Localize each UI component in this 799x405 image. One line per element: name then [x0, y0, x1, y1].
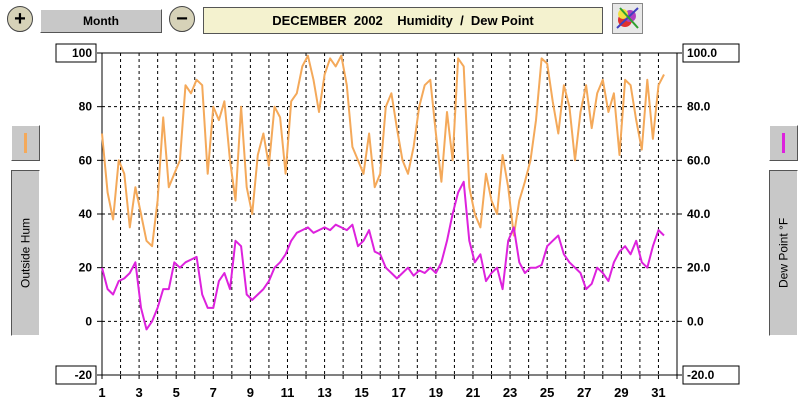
x-tick-label: 1	[98, 385, 105, 400]
x-tick-label: 27	[577, 385, 591, 400]
right-tick-label: 20.0	[687, 261, 711, 275]
left-tick-label: -20	[75, 368, 93, 382]
x-tick-label: 7	[210, 385, 217, 400]
right-tick-label: 60.0	[687, 153, 711, 167]
x-tick-label: 15	[354, 385, 368, 400]
x-tick-label: 23	[503, 385, 517, 400]
right-tick-label: 40.0	[687, 207, 711, 221]
period-label: Month	[83, 14, 119, 28]
humidity-series-line	[101, 54, 665, 248]
chart-title: DECEMBER 2002 Humidity / Dew Point	[203, 7, 603, 34]
right-axis-limit-box	[682, 365, 740, 385]
left-tick-label: 100	[72, 46, 92, 60]
x-tick-label: 19	[429, 385, 443, 400]
zoom-out-icon: −	[176, 8, 188, 30]
period-button[interactable]: Month	[40, 9, 162, 33]
right-series-swatch	[782, 133, 785, 153]
x-tick-label: 3	[135, 385, 142, 400]
zoom-out-button[interactable]: −	[169, 6, 195, 32]
x-tick-label: 17	[392, 385, 406, 400]
x-tick-label: 31	[651, 385, 665, 400]
x-tick-label: 5	[173, 385, 180, 400]
right-tick-label: 100.0	[687, 46, 717, 60]
right-tick-label: 0.0	[687, 314, 704, 328]
zoom-in-button[interactable]: +	[7, 6, 33, 32]
left-axis-limit-box	[55, 365, 97, 385]
x-tick-label: 13	[317, 385, 331, 400]
left-axis-limit-box	[55, 43, 97, 63]
x-tick-label: 21	[466, 385, 480, 400]
x-tick-label: 9	[247, 385, 254, 400]
right-series-color-button[interactable]	[769, 125, 798, 161]
left-series-color-button[interactable]	[11, 125, 40, 161]
left-series-swatch	[24, 133, 27, 153]
color-picker-button[interactable]	[612, 3, 643, 34]
left-tick-label: 0	[85, 314, 92, 328]
paint-icon	[616, 7, 639, 29]
x-tick-label: 25	[540, 385, 554, 400]
right-axis-limit-box	[682, 43, 740, 63]
left-tick-label: 60	[79, 153, 93, 167]
left-tick-label: 20	[79, 261, 93, 275]
dewpoint-series-line	[101, 180, 665, 331]
x-tick-label: 29	[614, 385, 628, 400]
zoom-in-icon: +	[14, 8, 26, 30]
left-tick-label: 80	[79, 100, 93, 114]
right-tick-label: 80.0	[687, 100, 711, 114]
left-tick-label: 40	[79, 207, 93, 221]
right-tick-label: -20.0	[687, 368, 715, 382]
x-tick-label: 11	[281, 385, 295, 400]
chart-title-text: DECEMBER 2002 Humidity / Dew Point	[272, 13, 534, 28]
